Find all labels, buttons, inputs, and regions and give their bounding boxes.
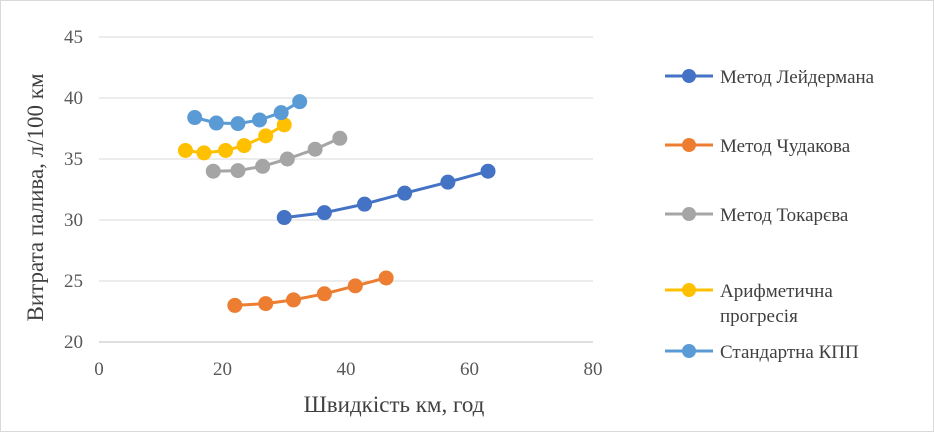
legend-item-1: Метод Чудакова — [665, 136, 851, 157]
data-point — [276, 210, 292, 226]
legend-item-2: Метод Токарєва — [665, 205, 849, 226]
series-4 — [187, 94, 308, 132]
data-point — [347, 278, 363, 294]
data-point — [279, 151, 295, 167]
data-point — [316, 205, 332, 221]
legend-swatch-marker — [682, 283, 696, 297]
series-line — [233, 276, 388, 307]
series-1 — [227, 270, 394, 313]
y-tick-label: 45 — [64, 27, 83, 48]
y-tick-label: 40 — [64, 88, 83, 109]
data-point — [177, 142, 193, 158]
series-2 — [205, 130, 348, 179]
data-point — [187, 110, 203, 126]
series-3 — [177, 117, 292, 161]
data-point — [230, 116, 246, 132]
axes: 20 25 30 35 40 45 0 20 40 60 80 — [64, 27, 603, 380]
legend-label: Метод Чудакова — [720, 136, 851, 157]
plot-area — [177, 94, 496, 313]
data-point — [440, 174, 456, 190]
legend-swatch-marker — [682, 207, 696, 221]
data-point — [332, 130, 348, 146]
y-tick-label: 25 — [64, 271, 83, 292]
data-point — [307, 141, 323, 157]
legend-item-0: Метод Лейдермана — [665, 67, 875, 88]
series-line — [282, 169, 490, 220]
data-point — [227, 297, 243, 313]
x-tick-label: 60 — [460, 359, 479, 380]
x-axis-title: Швидкість км, год — [304, 392, 485, 417]
y-tick-label: 20 — [64, 332, 83, 353]
data-point — [196, 145, 212, 161]
legend-label: Стандартна КПП — [720, 342, 859, 363]
data-point — [205, 163, 221, 179]
grid-lines — [99, 36, 593, 343]
data-point — [230, 163, 246, 179]
data-point — [218, 142, 234, 158]
data-point — [276, 117, 292, 133]
legend-swatch-marker — [682, 344, 696, 358]
data-point — [236, 138, 252, 154]
data-point — [258, 296, 274, 312]
data-point — [480, 163, 496, 179]
series-0 — [276, 163, 496, 226]
data-point — [357, 196, 373, 212]
legend-swatch-marker — [682, 138, 696, 152]
data-point — [258, 128, 274, 144]
data-point — [397, 185, 413, 201]
data-point — [255, 158, 271, 174]
data-point — [252, 112, 268, 128]
x-tick-label: 40 — [337, 359, 356, 380]
legend-item-4: Стандартна КПП — [665, 342, 859, 363]
legend: Метод Лейдермана Метод Чудакова Метод Тока… — [665, 67, 875, 363]
x-tick-label: 0 — [94, 359, 104, 380]
x-tick-label: 20 — [213, 359, 232, 380]
data-point — [273, 105, 289, 121]
data-point — [378, 270, 394, 286]
legend-label: прогресія — [720, 306, 798, 327]
y-axis-title: Витрата палива, л/100 км — [23, 73, 48, 321]
y-tick-label: 30 — [64, 210, 83, 231]
legend-item-3: Арифметична прогресія — [665, 281, 833, 327]
x-tick-label: 80 — [584, 359, 603, 380]
data-point — [316, 286, 332, 302]
y-tick-label: 35 — [64, 149, 83, 170]
legend-label: Метод Лейдермана — [720, 67, 875, 88]
legend-label: Метод Токарєва — [720, 205, 849, 226]
data-point — [286, 292, 302, 308]
legend-swatch-marker — [682, 69, 696, 83]
data-point — [208, 115, 224, 131]
data-point — [292, 94, 308, 110]
legend-label: Арифметична — [720, 281, 833, 302]
